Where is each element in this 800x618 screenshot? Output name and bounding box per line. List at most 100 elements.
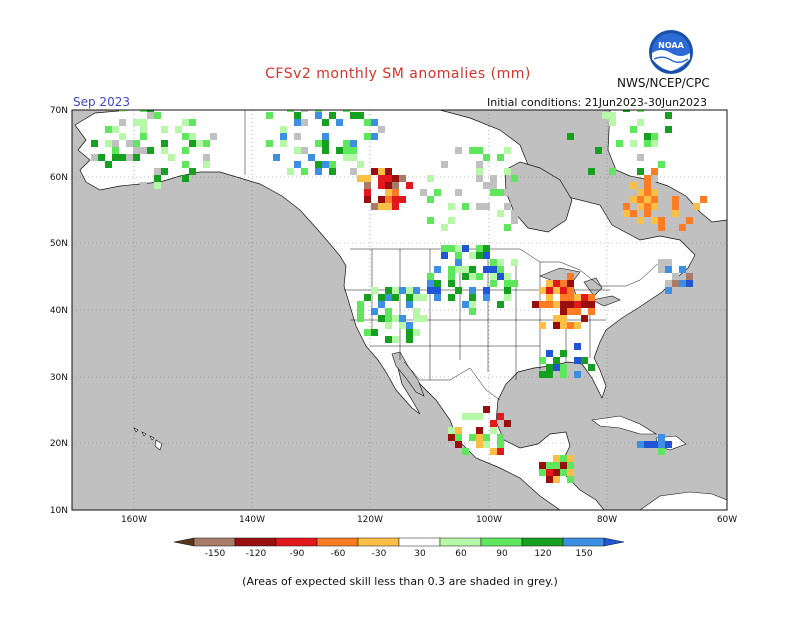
- anomaly-cell: [532, 301, 539, 308]
- anomaly-cell: [434, 287, 441, 294]
- anomaly-cell: [504, 420, 511, 427]
- anomaly-cell: [280, 140, 287, 147]
- colorbar-arrow-right: [603, 537, 625, 547]
- anomaly-cell: [448, 427, 455, 434]
- colorbar-swatch: [234, 537, 277, 547]
- anomaly-cell: [644, 140, 651, 147]
- anomaly-cell: [644, 133, 651, 140]
- anomaly-cell: [658, 448, 665, 455]
- anomaly-cell: [553, 315, 560, 322]
- anomaly-cell: [490, 182, 497, 189]
- anomaly-cell: [658, 259, 665, 266]
- anomaly-cell: [448, 273, 455, 280]
- anomaly-cell: [637, 154, 644, 161]
- anomaly-cell: [301, 110, 308, 112]
- anomaly-cell: [581, 301, 588, 308]
- anomaly-cell: [392, 182, 399, 189]
- anomaly-cell: [112, 154, 119, 161]
- anomaly-cell: [483, 406, 490, 413]
- anomaly-cell: [469, 301, 476, 308]
- anomaly-cell: [175, 126, 182, 133]
- anomaly-cell: [567, 455, 574, 462]
- anomaly-cell: [427, 273, 434, 280]
- anomaly-cell: [385, 287, 392, 294]
- anomaly-cell: [189, 133, 196, 140]
- anomaly-cell: [560, 308, 567, 315]
- anomaly-cell: [686, 273, 693, 280]
- anomaly-cell: [455, 189, 462, 196]
- colorbar-swatch: [562, 537, 605, 547]
- anomaly-cell: [560, 350, 567, 357]
- anomaly-cell: [385, 336, 392, 343]
- anomaly-cell: [329, 112, 336, 119]
- anomaly-cell: [679, 266, 686, 273]
- anomaly-cell: [665, 203, 672, 210]
- anomaly-cell: [308, 154, 315, 161]
- anomaly-cell: [539, 462, 546, 469]
- anomaly-cell: [350, 147, 357, 154]
- anomaly-cell: [574, 294, 581, 301]
- anomaly-cell: [637, 196, 644, 203]
- anomaly-cell: [378, 294, 385, 301]
- anomaly-cell: [119, 119, 126, 126]
- anomaly-cell: [644, 196, 651, 203]
- anomaly-cell: [455, 252, 462, 259]
- anomaly-cell: [154, 112, 161, 119]
- anomaly-cell: [686, 280, 693, 287]
- anomaly-cell: [630, 182, 637, 189]
- anomaly-cell: [392, 294, 399, 301]
- anomaly-cell: [329, 168, 336, 175]
- color-bar-labels: -150 -120 -90 -60 -30 30 60 90 120 150: [205, 549, 593, 559]
- anomaly-cell: [651, 175, 658, 182]
- anomaly-cell: [546, 280, 553, 287]
- anomaly-cell: [161, 98, 168, 105]
- anomaly-cell: [637, 441, 644, 448]
- anomaly-cell: [385, 294, 392, 301]
- anomaly-cell: [203, 154, 210, 161]
- anomaly-cell: [560, 469, 567, 476]
- anomaly-cell: [630, 217, 637, 224]
- anomaly-cell: [322, 84, 329, 91]
- anomaly-cell: [371, 287, 378, 294]
- anomaly-cell: [637, 189, 644, 196]
- anomaly-cell: [588, 364, 595, 371]
- colorbar-tick-label: 60: [455, 549, 467, 559]
- anomaly-cell: [392, 189, 399, 196]
- latitude-labels: 70N 60N 50N 40N 30N 20N 10N: [50, 106, 68, 516]
- lat-label: 50N: [50, 239, 68, 249]
- anomaly-cell: [644, 441, 651, 448]
- anomaly-cell: [406, 287, 413, 294]
- anomaly-cell: [546, 287, 553, 294]
- anomaly-cell: [469, 147, 476, 154]
- anomaly-cell: [161, 140, 168, 147]
- anomaly-cell: [469, 266, 476, 273]
- anomaly-cell: [406, 182, 413, 189]
- anomaly-cell: [504, 189, 511, 196]
- anomaly-cell: [651, 441, 658, 448]
- anomaly-cell: [623, 110, 630, 112]
- anomaly-cell: [154, 168, 161, 175]
- lon-label: 100W: [476, 515, 502, 525]
- longitude-labels: 160W 140W 120W 100W 80W 60W: [121, 515, 737, 525]
- anomaly-cell: [182, 175, 189, 182]
- anomaly-cell: [406, 301, 413, 308]
- anomaly-cell: [441, 245, 448, 252]
- anomaly-cell: [455, 147, 462, 154]
- anomaly-cell: [385, 189, 392, 196]
- anomaly-cell: [378, 175, 385, 182]
- anomaly-cell: [315, 140, 322, 147]
- anomaly-cell: [378, 182, 385, 189]
- anomaly-cell: [266, 140, 273, 147]
- anomaly-cell: [448, 294, 455, 301]
- anomaly-cell: [406, 336, 413, 343]
- anomaly-cell: [497, 434, 504, 441]
- anomaly-cell: [490, 266, 497, 273]
- anomaly-cell: [322, 140, 329, 147]
- anomaly-cell: [637, 110, 644, 112]
- anomaly-cell: [553, 280, 560, 287]
- anomaly-cell: [497, 154, 504, 161]
- anomaly-cell: [406, 294, 413, 301]
- anomaly-cell: [581, 294, 588, 301]
- anomaly-cell: [378, 168, 385, 175]
- colorbar-swatch: [480, 537, 523, 547]
